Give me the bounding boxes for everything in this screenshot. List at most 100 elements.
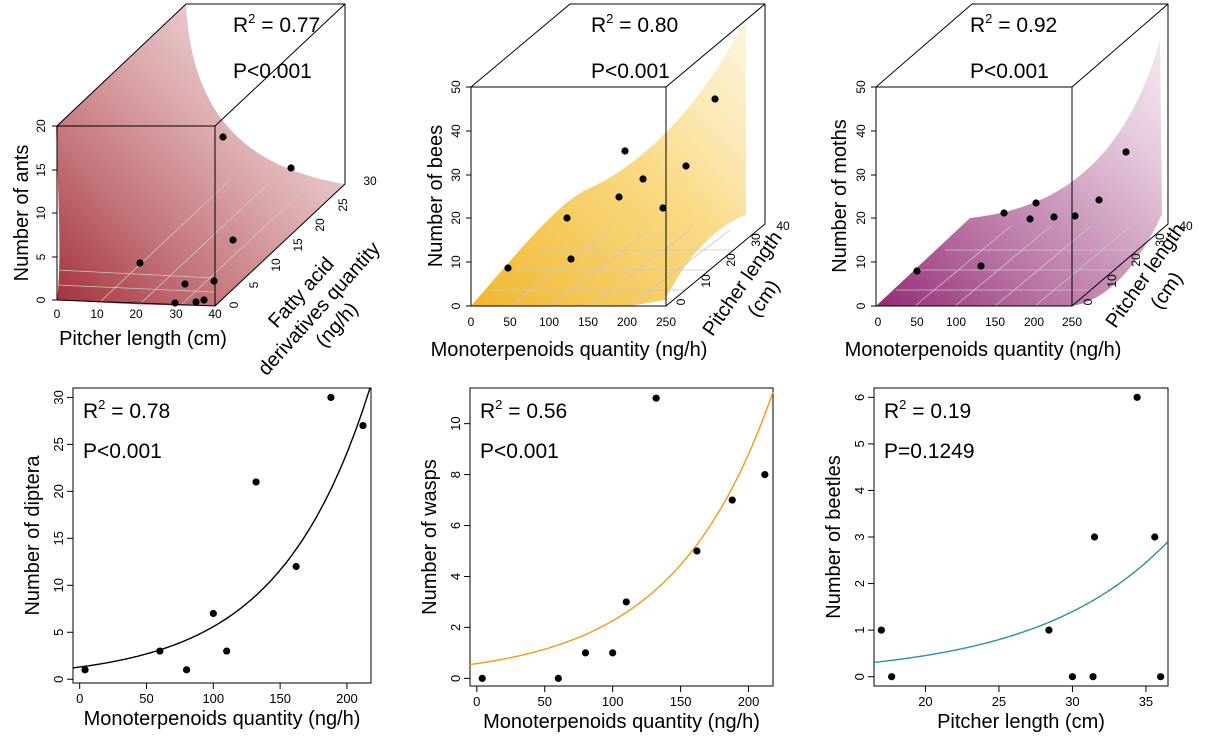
panel-beetles: 20 25 30 35 0 1 2 3 4 5 6 R2 = 0.19 P=0.1249 Pitcher … — [823, 387, 1169, 733]
y-tick-label: 25 — [51, 437, 66, 451]
y-tick-label: 50 — [449, 80, 463, 94]
y-tick-label: 8 — [448, 471, 463, 478]
z-tick-label: 25 — [336, 198, 350, 212]
x-tick-label: 50 — [537, 694, 551, 709]
data-point — [1000, 209, 1008, 217]
x-tick-label: 100 — [946, 315, 966, 329]
y-tick-label: 0 — [448, 675, 463, 682]
data-point — [554, 674, 562, 682]
x-tick-label: 150 — [985, 315, 1005, 329]
z-ticks-bees: 0 10 20 30 40 — [674, 219, 790, 305]
data-point — [1157, 673, 1165, 681]
x-tick-label: 20 — [918, 694, 932, 709]
data-point — [200, 296, 208, 304]
z-tick-label: 0 — [227, 301, 241, 308]
y-tick-label: 5 — [852, 440, 867, 447]
z-tick-label: 40 — [776, 219, 790, 233]
data-point — [1032, 199, 1040, 207]
z-tick-label: 20 — [724, 253, 738, 267]
x-tick-label: 150 — [670, 694, 692, 709]
y-tick-label: 40 — [854, 124, 868, 138]
y-ticks-moths: 0 10 20 30 40 50 — [854, 80, 876, 309]
panel-moths: 0 10 20 30 40 50 0 50 100 150 200 250 0 … — [829, 3, 1193, 361]
data-point — [287, 164, 295, 172]
data-point — [1026, 215, 1034, 223]
y-tick-label: 30 — [51, 390, 66, 404]
data-point — [1095, 196, 1103, 204]
x-tick-label: 150 — [578, 315, 598, 329]
fitted-surface-moths — [876, 40, 1162, 306]
x-tick-label: 0 — [473, 694, 480, 709]
y-tick-label: 10 — [854, 255, 868, 269]
x-tick-label: 30 — [169, 307, 183, 321]
y-tick-label: 0 — [51, 676, 66, 683]
data-point — [615, 193, 623, 201]
z-tick-label: 20 — [1129, 253, 1143, 267]
y-tick-label: 5 — [51, 629, 66, 636]
fitted-curve — [469, 391, 774, 666]
y-ticks-bees: 0 10 20 30 40 50 — [449, 80, 471, 309]
r2-label: R2 = 0.19 — [884, 397, 971, 423]
y-tick-label: 10 — [34, 206, 48, 220]
x-tick-label: 0 — [54, 307, 61, 321]
data-point — [693, 547, 701, 555]
fitted-curve — [72, 387, 371, 669]
data-point — [1050, 213, 1058, 221]
y-tick-label: 5 — [34, 253, 48, 260]
data-point — [563, 214, 571, 222]
x-ticks-ants: 0 10 20 30 40 — [54, 307, 222, 321]
y-tick-label: 20 — [854, 211, 868, 225]
data-point — [682, 162, 690, 170]
x-tick-label: 250 — [1062, 315, 1082, 329]
y-tick-label: 10 — [448, 416, 463, 430]
x-tick-label: 150 — [269, 691, 291, 706]
x-tick-label: 200 — [1024, 315, 1044, 329]
data-point — [136, 259, 144, 267]
z-tick-label: 30 — [749, 233, 763, 247]
r2-label: R2 = 0.80 — [591, 11, 678, 37]
fitted-surface-ants — [56, 4, 345, 306]
data-point — [1045, 626, 1053, 634]
data-point — [223, 647, 231, 655]
data-point — [977, 262, 985, 270]
y-tick-label: 20 — [449, 211, 463, 225]
data-point — [1133, 393, 1141, 401]
y-tick-label: 0 — [34, 296, 48, 303]
data-point — [609, 649, 617, 657]
data-point — [639, 175, 647, 183]
y-tick-label: 0 — [854, 302, 868, 309]
data-point — [171, 299, 179, 307]
data-point — [913, 267, 921, 275]
data-point — [504, 264, 512, 272]
fitted-surface-bees — [471, 18, 746, 306]
z-tick-label: 0 — [674, 298, 688, 305]
y-tick-label: 30 — [854, 168, 868, 182]
data-point — [209, 609, 217, 618]
data-point — [359, 421, 367, 430]
r2-label: R2 = 0.92 — [970, 11, 1057, 37]
data-point — [252, 478, 260, 486]
y-ticks-ants: 0 5 10 15 20 — [34, 119, 57, 303]
data-point — [192, 298, 200, 306]
y-axis-title: Number of moths — [829, 119, 851, 272]
data-point — [81, 666, 89, 674]
data-point — [210, 277, 218, 285]
y-tick-label: 50 — [854, 80, 868, 94]
x-tick-label: 100 — [202, 691, 224, 706]
data-point — [1089, 673, 1097, 681]
x-tick-label: 200 — [738, 694, 760, 709]
x-tick-label: 0 — [468, 315, 475, 329]
x-axis-title: Monoterpenoids quantity (ng/h) — [431, 339, 708, 361]
r2-label: R2 = 0.77 — [233, 11, 320, 37]
floor-grid-ants — [56, 179, 311, 307]
x-tick-label: 250 — [656, 315, 676, 329]
p-value-label: P<0.001 — [970, 60, 1049, 83]
data-point — [1071, 212, 1079, 220]
y-tick-label: 6 — [448, 522, 463, 529]
data-point — [292, 562, 300, 571]
x-tick-label: 20 — [129, 307, 143, 321]
panel-wasps: 0 50 100 150 200 0 2 4 6 8 10 R2 = 0.56 P<0.001 Monot… — [419, 387, 774, 733]
z-ticks-moths: 0 10 20 30 40 — [1081, 219, 1193, 305]
x-tick-label: 50 — [503, 315, 517, 329]
